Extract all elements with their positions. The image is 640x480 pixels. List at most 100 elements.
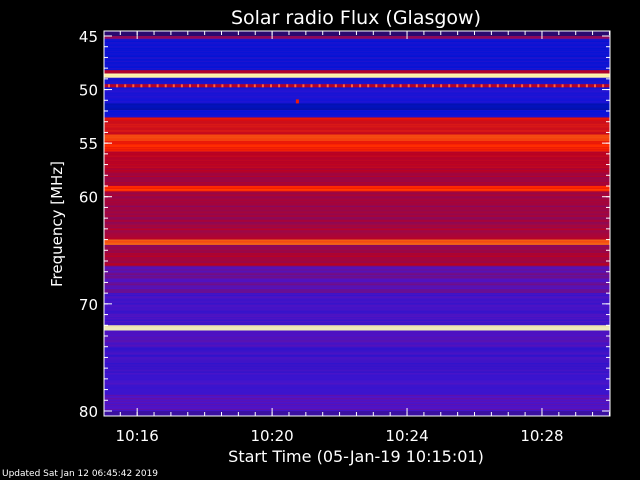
band-row (104, 277, 610, 279)
band-row (104, 178, 610, 180)
band-row (104, 254, 610, 256)
band-row (104, 63, 610, 65)
intensity-band (104, 151, 610, 168)
artefact-dot (132, 84, 135, 88)
band-row (104, 353, 610, 355)
band-row (104, 354, 610, 356)
band-row (104, 46, 610, 48)
band-row (104, 215, 610, 217)
band-row (104, 168, 610, 170)
band-row (104, 388, 610, 390)
artefact-dot (472, 84, 475, 88)
band-row (104, 51, 610, 53)
artefact-dot (553, 84, 556, 88)
intensity-band (104, 346, 610, 374)
band-row (104, 250, 610, 252)
band-row (104, 287, 610, 289)
band-row (104, 114, 610, 116)
band-row (104, 196, 610, 198)
band-row (104, 142, 610, 144)
band-row (104, 172, 610, 174)
band-row (104, 350, 610, 352)
band-row (104, 345, 610, 347)
band-row (104, 356, 610, 358)
y-tick-label: 70 (79, 296, 98, 314)
band-row (104, 285, 610, 287)
band-row (104, 275, 610, 277)
intensity-band (104, 167, 610, 187)
band-row (104, 253, 610, 255)
band-row (104, 43, 610, 45)
band-row (104, 49, 610, 51)
band-row (104, 283, 610, 285)
band-row (104, 260, 610, 262)
band-row (104, 292, 610, 294)
band-row (104, 129, 610, 131)
band-row (104, 392, 610, 394)
artefact-dot (602, 84, 605, 88)
band-row (104, 41, 610, 43)
band-row (104, 328, 610, 330)
artefact-dot (594, 84, 596, 88)
band-row (104, 191, 610, 193)
band-row (104, 102, 610, 104)
artefact-dot (585, 84, 588, 88)
band-row (104, 237, 610, 239)
band-row (104, 274, 610, 276)
band-row (104, 395, 610, 397)
band-row (104, 150, 610, 152)
band-row (104, 138, 610, 140)
band-row (104, 352, 610, 354)
band-row (104, 378, 610, 380)
band-row (104, 246, 610, 248)
band-row (104, 217, 610, 219)
band-row (104, 227, 610, 229)
artefact-dot (577, 84, 580, 88)
artefact-dot (180, 84, 183, 88)
band-row (104, 181, 610, 183)
artefact-dot (124, 84, 127, 88)
artefact-dot (148, 84, 151, 88)
band-row (104, 151, 610, 153)
band-row (104, 126, 610, 128)
band-row (104, 220, 610, 222)
band-row (104, 146, 610, 148)
band-row (104, 357, 610, 359)
band-row (104, 206, 610, 208)
band-row (104, 187, 610, 189)
band-row (104, 62, 610, 64)
band-row (104, 377, 610, 379)
band-row (104, 316, 610, 318)
band-row (104, 158, 610, 160)
band-row (104, 241, 610, 243)
band-row (104, 195, 610, 197)
band-row (104, 309, 610, 311)
artefact-dot (561, 84, 564, 88)
band-row (104, 304, 610, 306)
artefact-dot (504, 84, 507, 88)
band-row (104, 341, 610, 343)
band-row (104, 112, 610, 114)
band-row (104, 135, 610, 137)
artefact-dot (286, 84, 289, 88)
artefact-dot (545, 84, 548, 88)
band-row (104, 396, 610, 398)
band-row (104, 406, 610, 408)
band-row (104, 155, 610, 157)
band-row (104, 374, 610, 376)
band-row (104, 365, 610, 367)
band-row (104, 272, 610, 274)
band-row (104, 204, 610, 206)
band-row (104, 144, 610, 146)
band-row (104, 258, 610, 260)
band-row (104, 169, 610, 171)
band-row (104, 384, 610, 386)
artefact-dot (342, 84, 345, 88)
band-row (104, 358, 610, 360)
band-row (104, 94, 610, 96)
band-row (104, 276, 610, 278)
band-row (104, 38, 610, 40)
band-row (104, 104, 610, 106)
band-row (104, 282, 610, 284)
intensity-band (104, 373, 610, 395)
